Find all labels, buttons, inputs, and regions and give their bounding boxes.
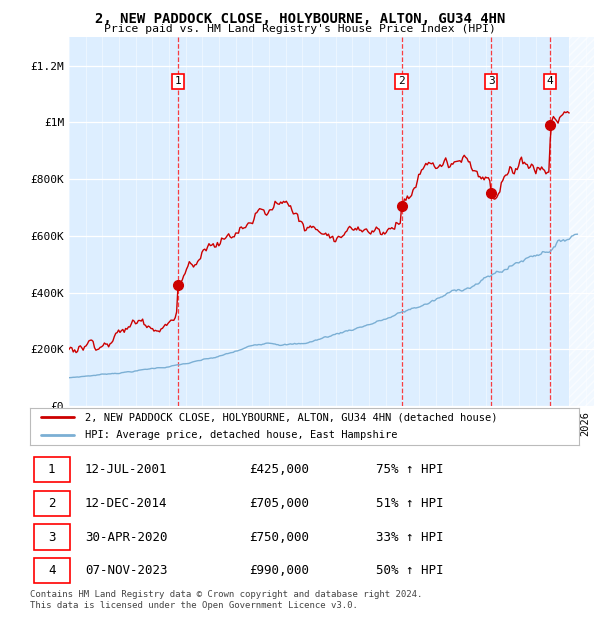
- FancyBboxPatch shape: [34, 525, 70, 550]
- Text: This data is licensed under the Open Government Licence v3.0.: This data is licensed under the Open Gov…: [30, 601, 358, 611]
- Text: 30-APR-2020: 30-APR-2020: [85, 531, 167, 544]
- Text: £705,000: £705,000: [250, 497, 310, 510]
- Text: 4: 4: [48, 564, 55, 577]
- Text: £750,000: £750,000: [250, 531, 310, 544]
- FancyBboxPatch shape: [34, 558, 70, 583]
- Text: 50% ↑ HPI: 50% ↑ HPI: [376, 564, 443, 577]
- Text: 1: 1: [175, 76, 181, 86]
- Text: 12-DEC-2014: 12-DEC-2014: [85, 497, 167, 510]
- Text: 2, NEW PADDOCK CLOSE, HOLYBOURNE, ALTON, GU34 4HN (detached house): 2, NEW PADDOCK CLOSE, HOLYBOURNE, ALTON,…: [85, 412, 497, 422]
- Text: 12-JUL-2001: 12-JUL-2001: [85, 463, 167, 476]
- Text: 1: 1: [48, 463, 55, 476]
- Text: £990,000: £990,000: [250, 564, 310, 577]
- Text: 4: 4: [547, 76, 554, 86]
- Text: £425,000: £425,000: [250, 463, 310, 476]
- Text: 07-NOV-2023: 07-NOV-2023: [85, 564, 167, 577]
- Text: 33% ↑ HPI: 33% ↑ HPI: [376, 531, 443, 544]
- FancyBboxPatch shape: [34, 457, 70, 482]
- Text: 3: 3: [488, 76, 494, 86]
- Text: 75% ↑ HPI: 75% ↑ HPI: [376, 463, 443, 476]
- Text: Contains HM Land Registry data © Crown copyright and database right 2024.: Contains HM Land Registry data © Crown c…: [30, 590, 422, 600]
- FancyBboxPatch shape: [34, 490, 70, 516]
- Text: Price paid vs. HM Land Registry's House Price Index (HPI): Price paid vs. HM Land Registry's House …: [104, 24, 496, 33]
- Bar: [569, 37, 594, 406]
- Text: 3: 3: [48, 531, 55, 544]
- Text: 2: 2: [48, 497, 55, 510]
- Text: HPI: Average price, detached house, East Hampshire: HPI: Average price, detached house, East…: [85, 430, 397, 440]
- Text: 2: 2: [398, 76, 405, 86]
- Text: 51% ↑ HPI: 51% ↑ HPI: [376, 497, 443, 510]
- Text: 2, NEW PADDOCK CLOSE, HOLYBOURNE, ALTON, GU34 4HN: 2, NEW PADDOCK CLOSE, HOLYBOURNE, ALTON,…: [95, 12, 505, 27]
